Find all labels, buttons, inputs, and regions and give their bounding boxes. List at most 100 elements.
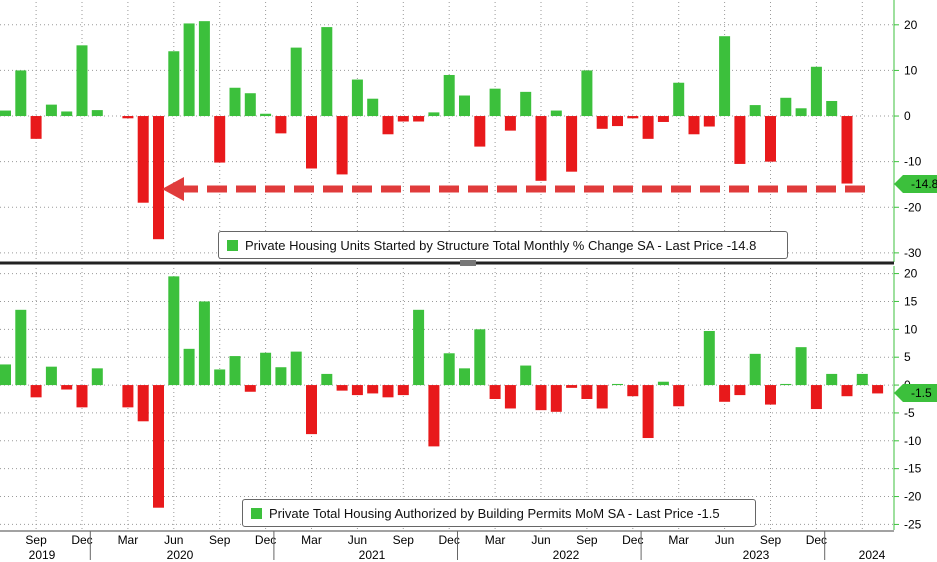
- bottom-bar: [214, 369, 226, 386]
- bottom-bar: [428, 385, 440, 447]
- y-tick-label: 10: [904, 63, 918, 77]
- bottom-panel-grid: [0, 268, 894, 530]
- bottom-bar: [719, 385, 731, 402]
- bottom-bar: [550, 385, 562, 412]
- top-bar: [336, 116, 348, 175]
- dashed-arrow-annotation: [162, 177, 865, 202]
- top-bar: [290, 47, 302, 117]
- top-bar: [826, 100, 838, 117]
- top-legend-swatch: [227, 239, 238, 251]
- bottom-bar: [15, 309, 27, 386]
- top-bar: [489, 88, 501, 117]
- x-month-label: Sep: [760, 533, 782, 547]
- y-tick-label: -30: [904, 246, 922, 260]
- top-bar: [810, 66, 822, 117]
- top-bar: [459, 95, 470, 117]
- bottom-bar: [780, 383, 792, 386]
- bottom-bar: [244, 385, 256, 392]
- bottom-bar: [367, 385, 379, 394]
- bottom-bar: [673, 385, 685, 407]
- top-bar: [474, 116, 486, 147]
- bottom-bar: [183, 348, 195, 386]
- bottom-bar: [749, 353, 761, 386]
- top-bar: [703, 116, 715, 127]
- bottom-bar: [566, 385, 578, 388]
- x-year-label: 2023: [743, 548, 770, 562]
- top-bar: [122, 116, 134, 119]
- top-bar: [719, 36, 731, 117]
- bottom-bar: [856, 373, 868, 386]
- top-legend: Private Housing Units Started by Structu…: [218, 231, 788, 259]
- bottom-bar: [275, 367, 287, 386]
- top-bar: [765, 116, 776, 162]
- top-bar: [504, 116, 516, 131]
- x-month-label: Sep: [25, 533, 47, 547]
- bottom-bar: [520, 365, 532, 386]
- top-bar: [260, 113, 272, 117]
- top-bar: [168, 51, 180, 117]
- bottom-bar: [841, 385, 853, 397]
- x-month-label: Sep: [209, 533, 231, 547]
- y-tick-label: -25: [904, 517, 922, 531]
- top-bar: [183, 23, 195, 117]
- top-bar: [657, 116, 669, 122]
- top-bar: [367, 98, 379, 117]
- bottom-bar: [474, 329, 486, 386]
- top-bar: [275, 116, 287, 134]
- top-bar: [30, 116, 42, 139]
- top-bar: [795, 108, 807, 117]
- panel-resize-handle[interactable]: [460, 260, 476, 266]
- x-month-label: Sep: [576, 533, 598, 547]
- bottom-bar: [30, 385, 42, 398]
- top-bar: [550, 110, 562, 117]
- x-month-label: Jun: [164, 533, 183, 547]
- top-bar: [198, 21, 210, 117]
- bottom-bar: [122, 385, 134, 408]
- bottom-bar: [382, 385, 394, 398]
- bottom-bar: [810, 385, 822, 410]
- top-bar: [596, 116, 608, 129]
- top-panel-bars: [0, 21, 853, 240]
- bottom-bar: [703, 330, 715, 386]
- top-bar: [413, 116, 425, 122]
- top-bar: [566, 116, 578, 172]
- x-month-label: Dec: [622, 533, 643, 547]
- top-bar: [91, 110, 103, 117]
- x-month-label: Mar: [485, 533, 506, 547]
- x-month-label: Mar: [118, 533, 139, 547]
- top-bar: [229, 87, 241, 117]
- bottom-bar: [795, 347, 807, 386]
- bottom-bar: [61, 385, 73, 390]
- top-bar: [306, 116, 317, 169]
- top-bar: [61, 111, 73, 117]
- bottom-bar: [535, 385, 547, 411]
- x-month-label: Dec: [439, 533, 460, 547]
- bottom-bar: [734, 385, 746, 396]
- bottom-bar: [581, 385, 593, 399]
- bottom-last-price-tag: -1.5: [894, 384, 937, 403]
- y-tick-label: 0: [904, 109, 911, 123]
- x-year-label: 2021: [359, 548, 386, 562]
- top-bar: [15, 70, 27, 117]
- y-tick-label: 10: [904, 322, 918, 336]
- x-month-label: Dec: [71, 533, 92, 547]
- top-bar: [321, 27, 333, 117]
- bottom-bar: [229, 356, 241, 386]
- y-tick-label: -5: [904, 406, 915, 420]
- bottom-legend-swatch: [251, 507, 262, 519]
- y-tick-label: -15: [904, 462, 922, 476]
- bottom-bar: [45, 366, 57, 386]
- bottom-bar: [76, 385, 88, 408]
- y-tick-label: 15: [904, 294, 918, 308]
- top-panel-grid: [0, 2, 894, 262]
- x-month-label: Jun: [715, 533, 734, 547]
- top-bar: [428, 112, 440, 117]
- bottom-bar: [397, 385, 409, 396]
- bottom-panel-bars: [0, 276, 884, 508]
- bottom-bar: [596, 385, 608, 409]
- x-axis: Sep Dec Mar Jun Sep Dec Mar Jun Sep Dec Mar Jun Sep D…: [0, 530, 894, 562]
- top-legend-label: Private Housing Units Started by Structu…: [245, 237, 757, 253]
- top-bar: [137, 116, 149, 203]
- top-bar: [382, 116, 394, 135]
- top-bar: [535, 116, 547, 181]
